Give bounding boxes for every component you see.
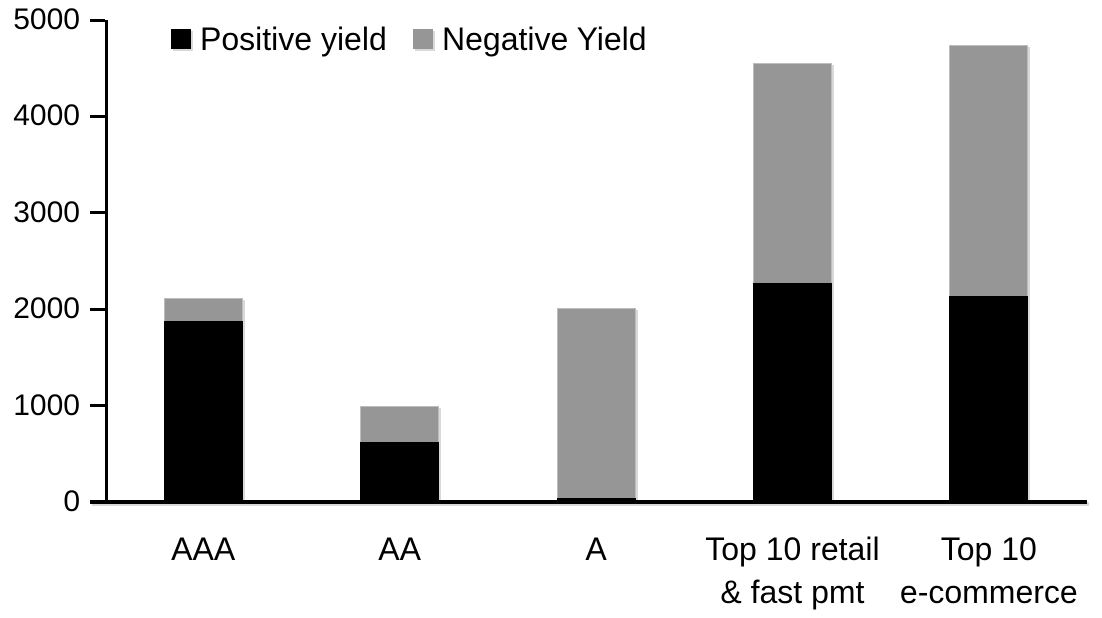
- bar-segment-positive-yield: [949, 295, 1029, 502]
- y-axis-tick: [90, 404, 105, 408]
- x-axis-category-label: AA: [378, 531, 421, 567]
- plot-area: [105, 20, 1087, 502]
- bar-segment-negative-yield: [360, 405, 440, 443]
- bar-stack: [360, 405, 440, 502]
- y-axis-tick-label: 2000: [13, 292, 80, 326]
- legend-label-negative: Negative Yield: [442, 21, 647, 57]
- legend-swatch-positive-icon: [171, 29, 191, 49]
- x-axis-category-label: A: [585, 531, 607, 567]
- y-axis-line: [105, 20, 108, 502]
- legend-item-positive-yield: Positive yield: [171, 22, 387, 56]
- bar-stack: [556, 307, 636, 502]
- bar-segment-negative-yield: [556, 307, 636, 499]
- legend-swatch-negative-icon: [413, 29, 433, 49]
- y-axis-tick: [90, 211, 105, 215]
- bar-segment-positive-yield: [163, 320, 243, 502]
- y-axis-tick-label: 4000: [13, 99, 80, 133]
- x-axis-line: [90, 500, 1087, 504]
- bar-segment-negative-yield: [163, 297, 243, 321]
- bar-stack: [163, 297, 243, 502]
- y-axis-tick-label: 0: [63, 485, 80, 518]
- y-axis-tick-label: 5000: [13, 3, 80, 36]
- y-axis-tick: [90, 307, 105, 311]
- bar-segment-negative-yield: [752, 63, 832, 284]
- bar-stack: [949, 45, 1029, 502]
- bar-segment-negative-yield: [949, 45, 1029, 296]
- bar-stack: [752, 63, 832, 502]
- y-axis-tick-label: 1000: [13, 388, 80, 422]
- x-axis-category-label: Top 10 retail & fast pmt: [705, 531, 880, 610]
- bar-segment-positive-yield: [752, 283, 832, 502]
- legend-label-positive: Positive yield: [200, 21, 387, 57]
- x-axis-category-label: Top 10 e-commerce: [899, 531, 1078, 610]
- y-axis-tick: [90, 114, 105, 118]
- x-axis-category-label: AAA: [171, 531, 236, 567]
- y-axis-tick: [90, 18, 105, 22]
- bar-segment-positive-yield: [360, 442, 440, 502]
- legend-item-negative-yield: Negative Yield: [413, 22, 647, 56]
- y-axis-tick-label: 3000: [13, 195, 80, 229]
